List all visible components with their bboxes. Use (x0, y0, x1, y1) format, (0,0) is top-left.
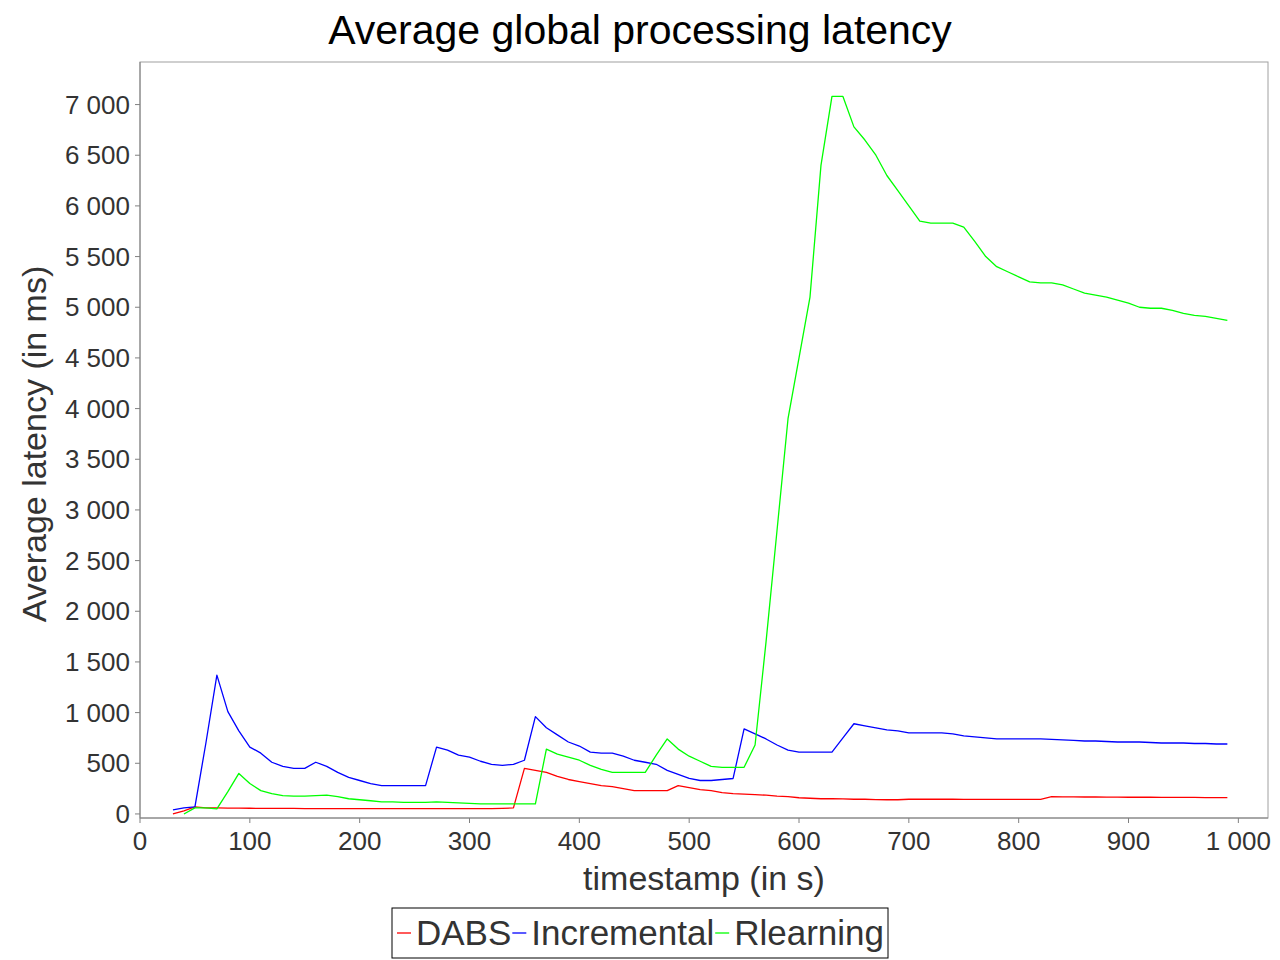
y-tick (135, 813, 140, 814)
y-tick-label: 2 500 (65, 546, 130, 576)
x-axis-label: timestamp (in s) (583, 859, 825, 897)
plot-area (173, 96, 1227, 813)
x-tick-label: 900 (1107, 826, 1150, 856)
x-tick-label: 500 (667, 826, 710, 856)
x-tick-label: 1 000 (1206, 826, 1271, 856)
y-tick (135, 459, 140, 460)
x-tick (689, 818, 690, 823)
y-tick-label: 3 500 (65, 444, 130, 474)
y-axis-line (140, 62, 141, 818)
x-tick (359, 818, 360, 823)
legend: DABS Incremental Rlearning (392, 908, 888, 958)
y-tick (135, 763, 140, 764)
chart: Average global processing latency 0 500 1 0… (0, 0, 1280, 960)
x-tick-label: 100 (228, 826, 271, 856)
y-axis-label: Average latency (in ms) (15, 266, 53, 623)
y-tick (135, 155, 140, 156)
y-tick (135, 357, 140, 358)
background (0, 0, 1280, 960)
y-tick (135, 256, 140, 257)
x-tick-label: 200 (338, 826, 381, 856)
legend-label: Incremental (531, 913, 714, 952)
y-tick (135, 104, 140, 105)
y-tick-label: 500 (87, 748, 130, 778)
y-tick (135, 307, 140, 308)
x-tick-label: 400 (558, 826, 601, 856)
x-tick-label: 800 (997, 826, 1040, 856)
y-tick (135, 205, 140, 206)
y-tick-label: 5 000 (65, 292, 130, 322)
series-line (173, 675, 1227, 810)
y-tick-label: 1 000 (65, 698, 130, 728)
x-tick (799, 818, 800, 823)
legend-box (392, 908, 888, 958)
series-line (184, 96, 1227, 813)
y-tick-label: 0 (116, 799, 130, 829)
y-tick-label: 7 000 (65, 90, 130, 120)
y-tick (135, 408, 140, 409)
y-tick-label: 5 500 (65, 242, 130, 272)
x-tick (469, 818, 470, 823)
y-tick (135, 712, 140, 713)
y-tick-label: 2 000 (65, 596, 130, 626)
x-tick-label: 700 (887, 826, 930, 856)
x-tick (140, 818, 141, 823)
y-tick (135, 509, 140, 510)
x-tick-label: 300 (448, 826, 491, 856)
x-tick (1018, 818, 1019, 823)
plot-frame (140, 62, 1268, 818)
x-axis-line (140, 818, 1268, 819)
y-tick (135, 611, 140, 612)
legend-swatch (715, 932, 729, 933)
y-tick (135, 560, 140, 561)
x-tick-label: 0 (133, 826, 147, 856)
legend-swatch (512, 932, 526, 933)
legend-label: DABS (416, 913, 511, 952)
title: Average global processing latency (328, 7, 952, 53)
x-tick (1238, 818, 1239, 823)
y-tick (135, 661, 140, 662)
legend-label: Rlearning (734, 913, 884, 952)
y-tick-label: 1 500 (65, 647, 130, 677)
x-tick (249, 818, 250, 823)
y-tick-label: 4 500 (65, 343, 130, 373)
y-tick-label: 6 500 (65, 140, 130, 170)
y-tick-label: 3 000 (65, 495, 130, 525)
x-tick (1128, 818, 1129, 823)
x-tick-label: 600 (777, 826, 820, 856)
x-tick (908, 818, 909, 823)
y-tick-label: 6 000 (65, 191, 130, 221)
y-tick-label: 4 000 (65, 394, 130, 424)
legend-swatch (397, 932, 411, 933)
x-tick (579, 818, 580, 823)
series-line (173, 768, 1227, 814)
